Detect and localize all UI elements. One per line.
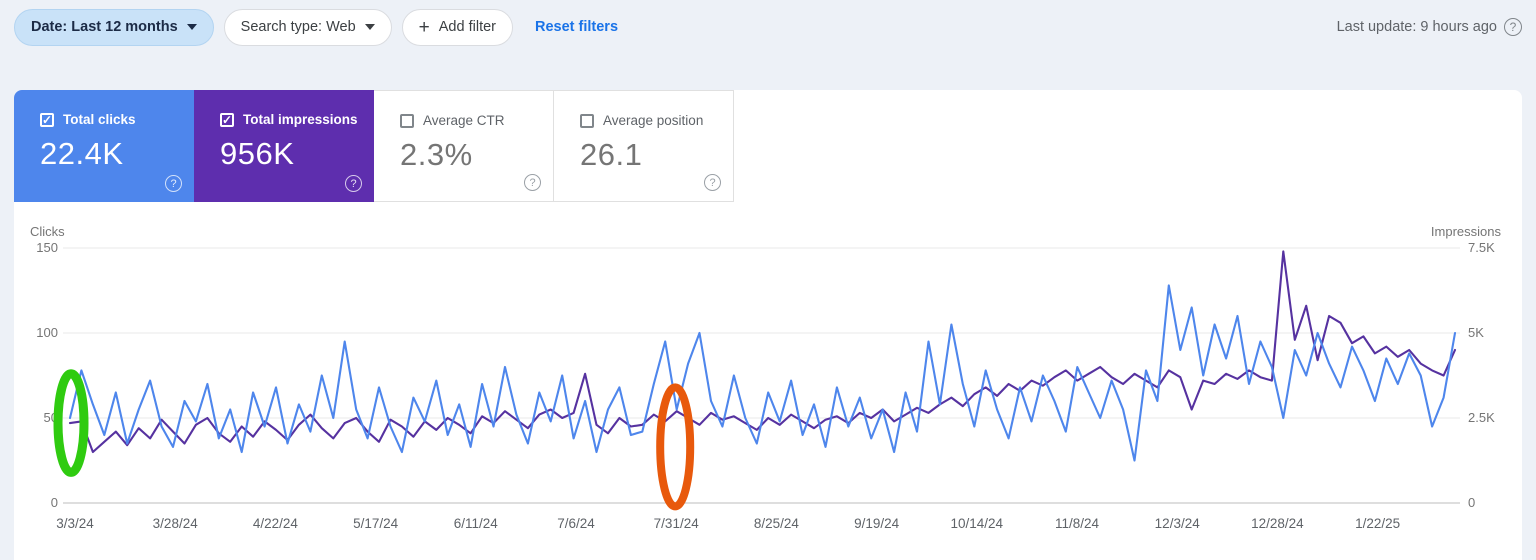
x-axis-tick: 8/25/24	[754, 516, 800, 531]
plus-icon: +	[418, 16, 430, 38]
help-icon[interactable]: ?	[524, 174, 541, 191]
series-line-clicks	[68, 284, 1457, 462]
reset-filters-link[interactable]: Reset filters	[535, 19, 619, 35]
y-axis-tick-left: 150	[36, 240, 58, 255]
x-axis-tick: 9/19/24	[854, 516, 900, 531]
annotation-oval	[656, 383, 695, 511]
last-update-text: Last update: 9 hours ago	[1336, 19, 1497, 35]
total-impressions-value: 956K	[220, 136, 295, 171]
average-position-checkbox[interactable]	[580, 113, 594, 128]
help-icon[interactable]: ?	[345, 175, 362, 192]
help-icon[interactable]: ?	[165, 175, 182, 192]
x-axis-tick: 5/17/24	[353, 516, 399, 531]
date-filter-chip[interactable]: Date: Last 12 months	[14, 8, 214, 46]
average-position-value: 26.1	[580, 137, 643, 172]
total-clicks-value: 22.4K	[40, 136, 124, 171]
add-filter-button[interactable]: + Add filter	[401, 8, 513, 46]
series-line-impressions	[68, 250, 1457, 454]
x-axis-tick: 4/22/24	[253, 516, 299, 531]
search-type-label: Search type: Web	[240, 19, 356, 35]
left-axis-title: Clicks	[30, 224, 65, 239]
x-axis-tick: 7/31/24	[654, 516, 700, 531]
y-axis-tick-left: 100	[36, 325, 58, 340]
x-axis-tick: 11/8/24	[1055, 516, 1100, 531]
average-ctr-value: 2.3%	[400, 137, 473, 172]
y-axis-tick-left: 0	[51, 495, 58, 510]
total-clicks-checkbox[interactable]	[40, 112, 54, 127]
x-axis-tick: 12/3/24	[1155, 516, 1201, 531]
average-ctr-label: Average CTR	[423, 113, 505, 128]
total-clicks-card[interactable]: Total clicks 22.4K ?	[14, 90, 194, 202]
search-type-chip[interactable]: Search type: Web	[223, 8, 392, 46]
chevron-down-icon	[364, 24, 375, 30]
x-axis-tick: 6/11/24	[454, 516, 499, 531]
total-impressions-label: Total impressions	[243, 112, 358, 127]
y-axis-tick-right: 5K	[1468, 325, 1484, 340]
total-impressions-card[interactable]: Total impressions 956K ?	[194, 90, 374, 202]
date-filter-label: Date: Last 12 months	[31, 19, 178, 35]
x-axis-tick: 12/28/24	[1251, 516, 1304, 531]
x-axis-tick: 7/6/24	[557, 516, 595, 531]
metric-cards-row: Total clicks 22.4K ? Total impressions 9…	[14, 90, 734, 202]
average-ctr-checkbox[interactable]	[400, 113, 414, 128]
add-filter-label: Add filter	[438, 19, 496, 35]
x-axis-tick: 3/3/24	[56, 516, 94, 531]
filter-toolbar: Date: Last 12 months Search type: Web + …	[14, 8, 1522, 46]
help-icon[interactable]: ?	[704, 174, 721, 191]
right-axis-title: Impressions	[1431, 224, 1502, 239]
chevron-down-icon	[186, 24, 197, 30]
total-clicks-label: Total clicks	[63, 112, 136, 127]
last-update-status: Last update: 9 hours ago ?	[1337, 18, 1522, 36]
help-icon[interactable]: ?	[1504, 18, 1522, 36]
y-axis-tick-right: 2.5K	[1468, 410, 1495, 425]
average-position-label: Average position	[603, 113, 704, 128]
annotation-oval	[53, 369, 89, 477]
x-axis-tick: 10/14/24	[951, 516, 1004, 531]
average-position-card[interactable]: Average position 26.1 ?	[554, 90, 734, 202]
total-impressions-checkbox[interactable]	[220, 112, 234, 127]
y-axis-tick-right: 7.5K	[1468, 240, 1495, 255]
x-axis-tick: 3/28/24	[153, 516, 199, 531]
average-ctr-card[interactable]: Average CTR 2.3% ?	[374, 90, 554, 202]
y-axis-tick-right: 0	[1468, 495, 1475, 510]
x-axis-tick: 1/22/25	[1355, 516, 1400, 531]
performance-report-card: Total clicks 22.4K ? Total impressions 9…	[14, 90, 1522, 560]
